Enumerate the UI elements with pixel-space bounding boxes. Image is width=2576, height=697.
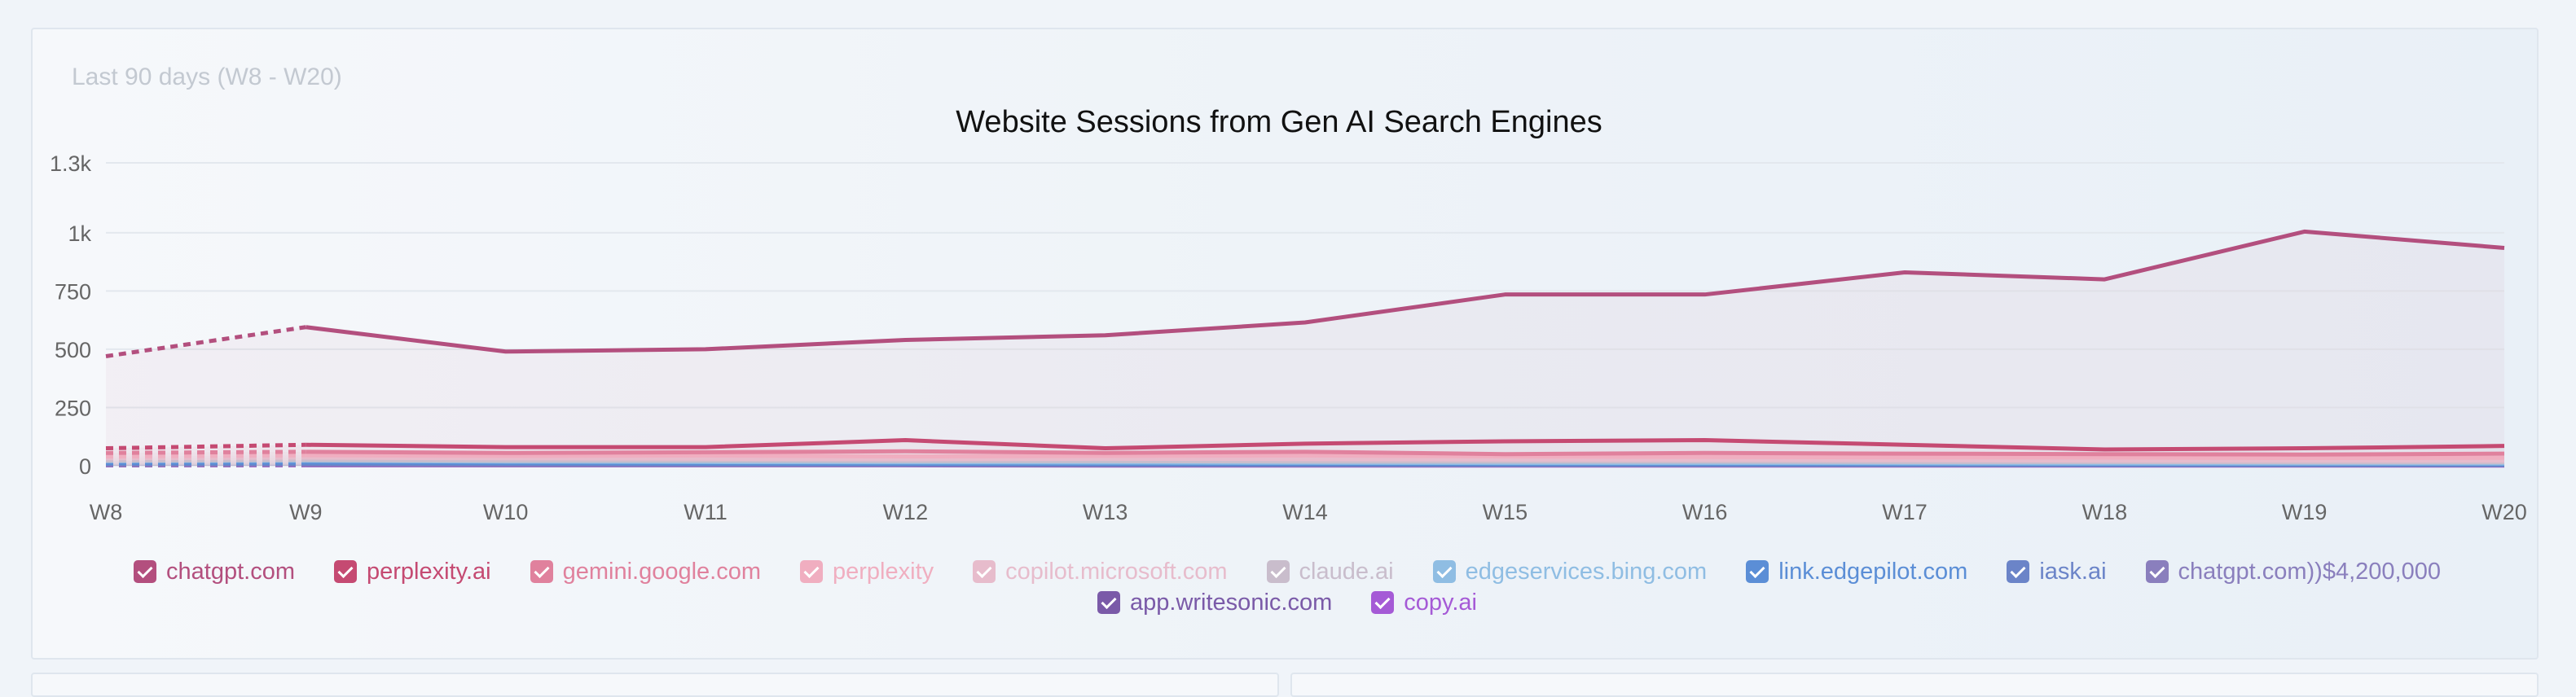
legend-item[interactable]: copy.ai <box>1371 590 1477 616</box>
checkbox-checked-icon[interactable] <box>1371 591 1394 614</box>
legend-item[interactable]: app.writesonic.com <box>1097 590 1332 616</box>
legend-label: claude.ai <box>1299 559 1394 585</box>
y-tick-label: 250 <box>55 396 91 420</box>
checkbox-checked-icon[interactable] <box>2146 560 2169 583</box>
x-tick-label: W15 <box>1483 500 1528 524</box>
legend-label: gemini.google.com <box>563 559 761 585</box>
x-tick-label: W12 <box>883 500 929 524</box>
chart-legend: chatgpt.com perplexity.ai gemini.google.co… <box>49 559 2525 616</box>
x-tick-label: W13 <box>1083 500 1128 524</box>
checkbox-checked-icon[interactable] <box>2007 560 2029 583</box>
legend-item[interactable]: chatgpt.com <box>134 559 295 585</box>
legend-label: copy.ai <box>1404 590 1477 616</box>
legend-item[interactable]: iask.ai <box>2007 559 2106 585</box>
x-tick-label: W19 <box>2282 500 2328 524</box>
legend-item[interactable]: edgeservices.bing.com <box>1433 559 1708 585</box>
checkbox-checked-icon[interactable] <box>973 560 996 583</box>
checkbox-checked-icon[interactable] <box>1097 591 1120 614</box>
x-tick-label: W17 <box>1882 500 1928 524</box>
legend-item[interactable]: link.edgepilot.com <box>1746 559 1967 585</box>
y-tick-label: 1.3k <box>50 151 92 176</box>
x-tick-label: W11 <box>684 500 728 524</box>
checkbox-checked-icon[interactable] <box>1267 560 1290 583</box>
checkbox-checked-icon[interactable] <box>800 560 823 583</box>
legend-item[interactable]: perplexity <box>800 559 934 585</box>
checkbox-checked-icon[interactable] <box>530 560 553 583</box>
checkbox-checked-icon[interactable] <box>334 560 357 583</box>
y-tick-label: 0 <box>79 454 91 479</box>
chart-title: Website Sessions from Gen AI Search Engi… <box>956 105 1602 139</box>
bottom-panel-right <box>1290 673 2539 697</box>
x-tick-label: W10 <box>483 500 529 524</box>
x-tick-label: W16 <box>1682 500 1728 524</box>
legend-label: chatgpt.com))$4,200,000 <box>2178 559 2441 585</box>
legend-label: link.edgepilot.com <box>1778 559 1967 585</box>
checkbox-checked-icon[interactable] <box>134 560 156 583</box>
legend-label: copilot.microsoft.com <box>1005 559 1227 585</box>
legend-label: perplexity.ai <box>367 559 491 585</box>
line-chart: Website Sessions from Gen AI Search Engi… <box>0 0 2576 554</box>
x-tick-label: W8 <box>90 500 123 524</box>
x-tick-label: W9 <box>289 500 323 524</box>
legend-label: edgeservices.bing.com <box>1466 559 1708 585</box>
legend-label: app.writesonic.com <box>1130 590 1332 616</box>
legend-item[interactable]: claude.ai <box>1267 559 1394 585</box>
legend-item[interactable]: chatgpt.com))$4,200,000 <box>2146 559 2441 585</box>
y-tick-label: 750 <box>55 279 91 304</box>
legend-label: iask.ai <box>2039 559 2106 585</box>
bottom-panel-left <box>31 673 1279 697</box>
checkbox-checked-icon[interactable] <box>1433 560 1456 583</box>
y-tick-label: 500 <box>55 338 91 362</box>
legend-item[interactable]: copilot.microsoft.com <box>973 559 1227 585</box>
legend-label: chatgpt.com <box>166 559 295 585</box>
legend-label: perplexity <box>833 559 934 585</box>
x-tick-label: W18 <box>2082 500 2128 524</box>
checkbox-checked-icon[interactable] <box>1746 560 1769 583</box>
x-tick-label: W14 <box>1282 500 1328 524</box>
y-tick-label: 1k <box>68 221 91 246</box>
x-tick-label: W20 <box>2481 500 2527 524</box>
legend-item[interactable]: gemini.google.com <box>530 559 761 585</box>
legend-item[interactable]: perplexity.ai <box>334 559 491 585</box>
